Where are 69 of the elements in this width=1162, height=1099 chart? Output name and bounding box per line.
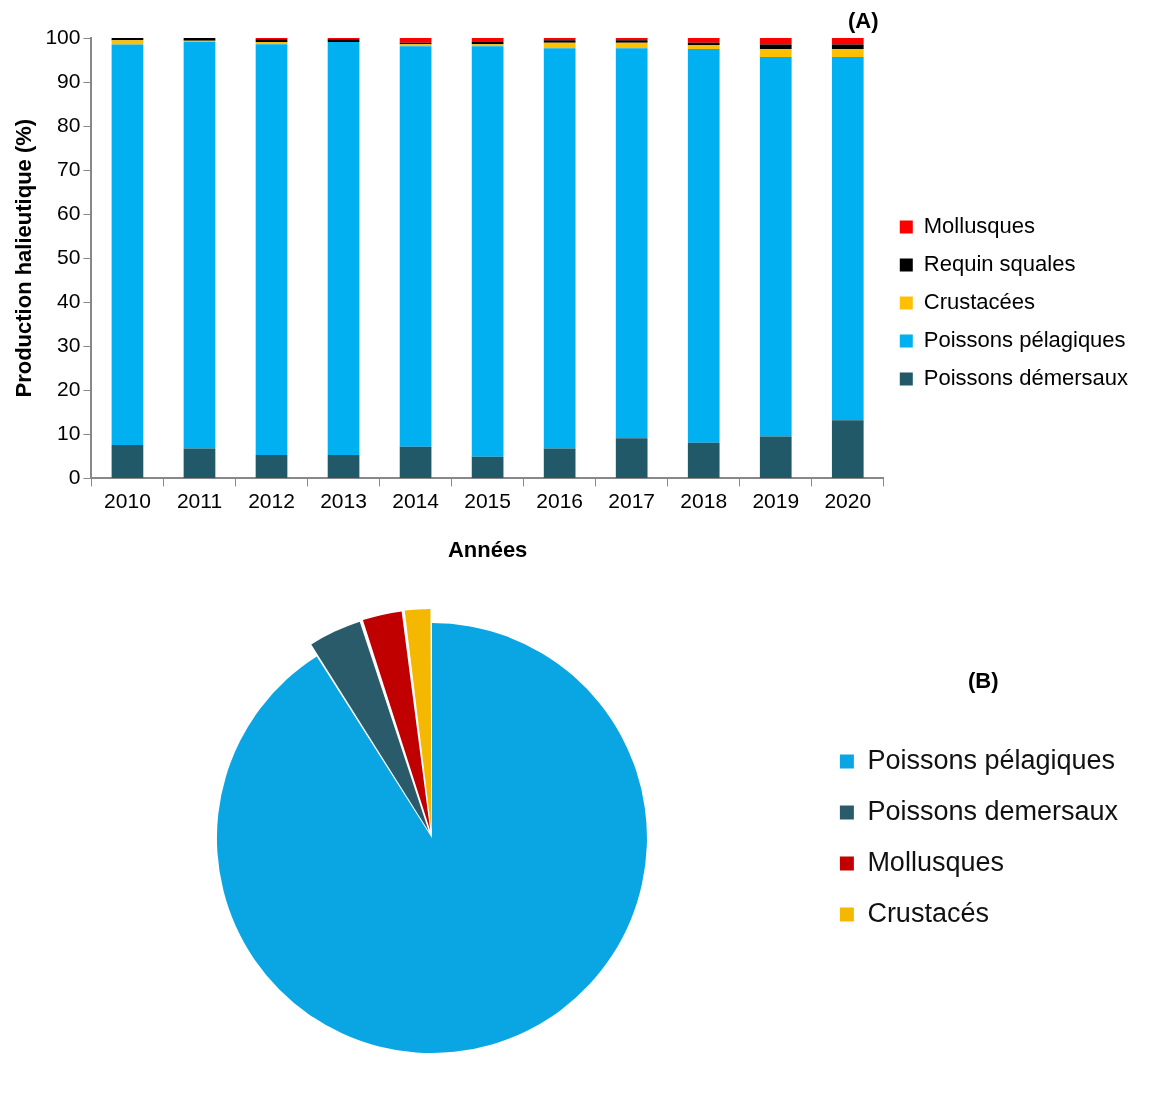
bar bbox=[543, 448, 576, 478]
x-axis-title: Années bbox=[447, 536, 528, 562]
bar bbox=[831, 56, 864, 421]
x-tick-label: 2017 bbox=[608, 488, 656, 512]
x-tick-label: 2013 bbox=[320, 488, 367, 512]
bar bbox=[687, 45, 720, 50]
y-tick-label: 0 bbox=[68, 465, 81, 489]
y-tick-label: 10 bbox=[57, 421, 81, 445]
legend-label: Poissons démersaux bbox=[923, 365, 1129, 391]
legend-label: Mollusques bbox=[867, 846, 1004, 877]
y-axis-title: Production halieutique (%) bbox=[11, 118, 37, 398]
bar bbox=[183, 448, 216, 478]
x-tick-label: 2019 bbox=[752, 488, 800, 512]
legend-label: Poissons pélagiques bbox=[923, 327, 1126, 353]
bar bbox=[831, 44, 864, 50]
y-tick-label: 20 bbox=[57, 377, 81, 401]
bar bbox=[399, 46, 432, 447]
bar bbox=[327, 41, 360, 456]
y-tick-label: 40 bbox=[57, 289, 81, 313]
x-tick-label: 2012 bbox=[248, 488, 295, 512]
x-tick-label: 2020 bbox=[824, 488, 872, 512]
x-tick-label: 2018 bbox=[680, 488, 728, 512]
bar bbox=[399, 446, 432, 478]
legend-label: Poissons demersaux bbox=[867, 795, 1119, 826]
legend-label: Crustacés bbox=[867, 897, 989, 928]
bar bbox=[615, 42, 648, 49]
bar bbox=[831, 49, 864, 57]
bar bbox=[471, 456, 504, 478]
bar bbox=[831, 38, 864, 45]
y-tick-label: 30 bbox=[57, 333, 81, 357]
y-tick-label: 60 bbox=[57, 200, 81, 224]
legend-label: Poissons pélagiques bbox=[867, 744, 1116, 775]
x-tick-label: 2011 bbox=[176, 488, 223, 512]
bar bbox=[111, 44, 144, 445]
bar bbox=[759, 49, 792, 57]
bar bbox=[615, 438, 648, 478]
chart-title: (A) bbox=[848, 8, 879, 34]
bar bbox=[399, 38, 432, 43]
y-tick-label: 80 bbox=[57, 112, 81, 136]
bar bbox=[759, 44, 792, 50]
legend-label: Requin squales bbox=[923, 251, 1076, 277]
bar bbox=[183, 41, 216, 449]
y-tick-label: 90 bbox=[57, 68, 81, 92]
bar bbox=[543, 42, 576, 49]
legend-label: Mollusques bbox=[923, 213, 1036, 239]
bar bbox=[831, 420, 864, 478]
bar bbox=[255, 455, 288, 478]
y-tick-label: 50 bbox=[57, 245, 81, 268]
bar bbox=[111, 444, 144, 478]
bar bbox=[471, 46, 504, 457]
y-tick-label: 70 bbox=[57, 156, 81, 180]
legend-label: Crustacées bbox=[923, 289, 1036, 315]
bar bbox=[687, 49, 720, 443]
text: (B) bbox=[968, 668, 999, 694]
bar bbox=[255, 44, 288, 456]
x-tick-label: 2010 bbox=[104, 488, 151, 512]
bar bbox=[111, 40, 144, 45]
x-tick-label: 2016 bbox=[536, 488, 584, 512]
bar bbox=[327, 455, 360, 478]
x-tick-label: 2015 bbox=[464, 488, 511, 512]
x-tick-label: 2014 bbox=[392, 488, 440, 512]
y-tick-label: 100 bbox=[45, 24, 81, 48]
bar bbox=[543, 48, 576, 449]
bar bbox=[759, 38, 792, 45]
bar bbox=[687, 38, 720, 43]
bar bbox=[687, 442, 720, 478]
bar bbox=[759, 436, 792, 478]
bar bbox=[759, 56, 792, 437]
bar bbox=[615, 48, 648, 439]
